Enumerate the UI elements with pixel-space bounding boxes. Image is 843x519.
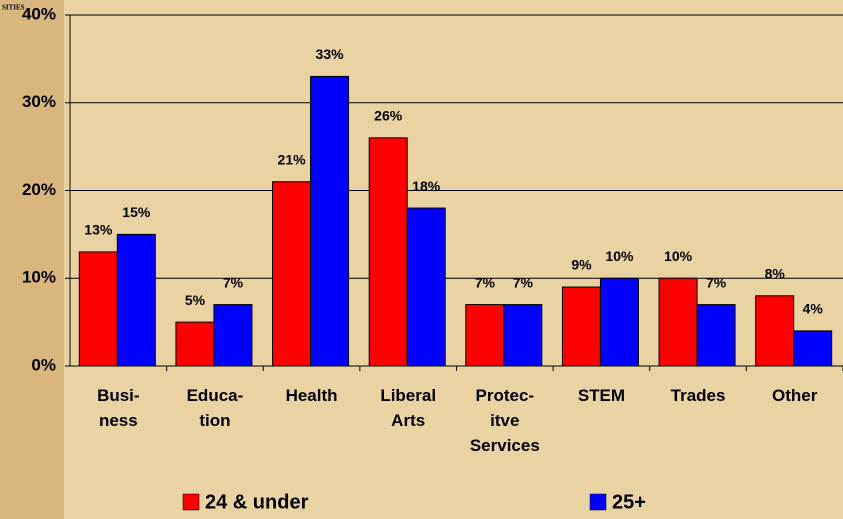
value-label: 26% [374, 108, 403, 124]
value-label: 7% [513, 274, 534, 290]
value-label: 15% [122, 204, 151, 220]
bar [599, 277, 639, 367]
bar [561, 286, 601, 367]
x-tick-label: Health [286, 386, 338, 405]
side-strip [0, 0, 64, 519]
bar [213, 304, 253, 367]
legend-swatch [589, 493, 607, 511]
value-label: 5% [185, 292, 206, 308]
bar [465, 304, 505, 367]
value-label: 18% [412, 178, 441, 194]
bar [310, 75, 350, 367]
bar [658, 277, 698, 367]
y-tick-label: 20% [22, 180, 56, 199]
legend-label: 25+ [612, 491, 646, 513]
value-label: 8% [765, 266, 786, 282]
bar [503, 304, 543, 367]
value-label: 13% [84, 222, 113, 238]
value-label: 7% [706, 274, 727, 290]
x-tick-label: Other [772, 386, 818, 405]
bar [78, 251, 118, 367]
bar [116, 233, 156, 367]
x-tick-label: STEM [578, 386, 625, 405]
bar [368, 137, 408, 367]
x-tick-label: Busi-ness [97, 386, 140, 430]
legend-swatch [182, 493, 200, 511]
bar [272, 181, 312, 367]
x-tick-label: Educa-tion [187, 386, 244, 430]
y-tick-label: 40% [22, 4, 56, 23]
value-label: 7% [475, 274, 496, 290]
value-label: 7% [223, 274, 244, 290]
value-label: 10% [664, 248, 693, 264]
y-tick-label: 30% [22, 92, 56, 111]
value-label: 10% [605, 248, 634, 264]
y-tick-label: 10% [22, 268, 56, 287]
value-label: 4% [803, 301, 824, 317]
legend-label: 24 & under [205, 491, 309, 513]
x-tick-label: Protec-itve Services [470, 386, 540, 455]
x-tick-label: Trades [671, 386, 726, 405]
value-label: 21% [278, 151, 307, 167]
value-label: 33% [316, 46, 345, 62]
bar [175, 321, 215, 367]
bar [755, 295, 795, 367]
bar [406, 207, 446, 367]
x-tick-label: Liberal Arts [380, 386, 436, 430]
bar [696, 304, 736, 367]
logo-text: SITIES [2, 4, 25, 12]
bar [793, 330, 833, 367]
value-label: 9% [571, 257, 592, 273]
y-tick-label: 0% [31, 355, 56, 374]
